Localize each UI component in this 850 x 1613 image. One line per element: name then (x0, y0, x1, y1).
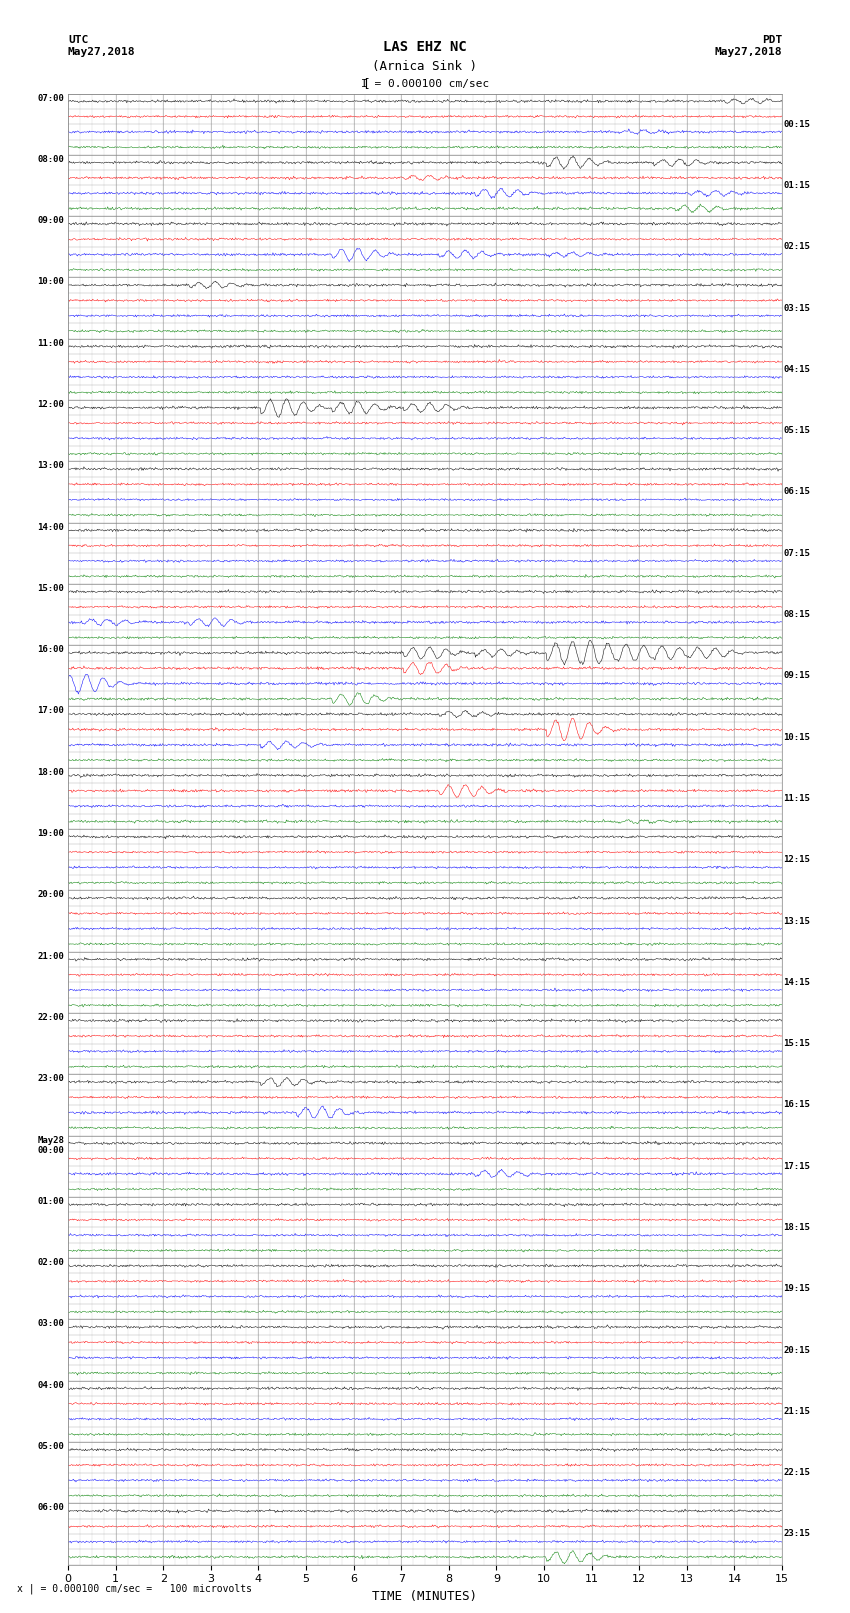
Text: 07:15: 07:15 (784, 548, 810, 558)
Text: 18:00: 18:00 (37, 768, 65, 777)
Text: 23:00: 23:00 (37, 1074, 65, 1084)
Text: 13:00: 13:00 (37, 461, 65, 471)
Text: 22:00: 22:00 (37, 1013, 65, 1023)
Text: 11:15: 11:15 (784, 794, 810, 803)
Text: 08:15: 08:15 (784, 610, 810, 619)
Text: 10:00: 10:00 (37, 277, 65, 287)
Text: 17:00: 17:00 (37, 706, 65, 716)
Text: 04:15: 04:15 (784, 365, 810, 374)
Text: 19:00: 19:00 (37, 829, 65, 839)
Text: 20:00: 20:00 (37, 890, 65, 900)
Text: 16:15: 16:15 (784, 1100, 810, 1110)
Text: 15:15: 15:15 (784, 1039, 810, 1048)
Text: (Arnica Sink ): (Arnica Sink ) (372, 60, 478, 73)
Text: 02:00: 02:00 (37, 1258, 65, 1268)
Text: 23:15: 23:15 (784, 1529, 810, 1539)
Text: LAS EHZ NC: LAS EHZ NC (383, 40, 467, 55)
Text: 03:00: 03:00 (37, 1319, 65, 1329)
Text: 00:15: 00:15 (784, 119, 810, 129)
Text: May28
00:00: May28 00:00 (37, 1136, 65, 1155)
Text: 15:00: 15:00 (37, 584, 65, 594)
Text: [: [ (362, 77, 369, 90)
Text: 07:00: 07:00 (37, 94, 65, 103)
Text: 01:00: 01:00 (37, 1197, 65, 1207)
Text: UTC
May27,2018: UTC May27,2018 (68, 35, 135, 56)
Text: 19:15: 19:15 (784, 1284, 810, 1294)
Text: 06:00: 06:00 (37, 1503, 65, 1513)
Text: 20:15: 20:15 (784, 1345, 810, 1355)
Text: 17:15: 17:15 (784, 1161, 810, 1171)
Text: 13:15: 13:15 (784, 916, 810, 926)
Text: 11:00: 11:00 (37, 339, 65, 348)
Text: x | = 0.000100 cm/sec =   100 microvolts: x | = 0.000100 cm/sec = 100 microvolts (17, 1582, 252, 1594)
Text: 06:15: 06:15 (784, 487, 810, 497)
Text: 22:15: 22:15 (784, 1468, 810, 1478)
Text: 08:00: 08:00 (37, 155, 65, 165)
Text: 10:15: 10:15 (784, 732, 810, 742)
Text: 03:15: 03:15 (784, 303, 810, 313)
Text: I = 0.000100 cm/sec: I = 0.000100 cm/sec (361, 79, 489, 89)
X-axis label: TIME (MINUTES): TIME (MINUTES) (372, 1590, 478, 1603)
Text: 21:15: 21:15 (784, 1407, 810, 1416)
Text: 02:15: 02:15 (784, 242, 810, 252)
Text: 12:00: 12:00 (37, 400, 65, 410)
Text: 04:00: 04:00 (37, 1381, 65, 1390)
Text: 14:00: 14:00 (37, 523, 65, 532)
Text: 09:15: 09:15 (784, 671, 810, 681)
Text: 01:15: 01:15 (784, 181, 810, 190)
Text: 16:00: 16:00 (37, 645, 65, 655)
Text: 18:15: 18:15 (784, 1223, 810, 1232)
Text: 05:15: 05:15 (784, 426, 810, 436)
Text: PDT
May27,2018: PDT May27,2018 (715, 35, 782, 56)
Text: 21:00: 21:00 (37, 952, 65, 961)
Text: 12:15: 12:15 (784, 855, 810, 865)
Text: 09:00: 09:00 (37, 216, 65, 226)
Text: 05:00: 05:00 (37, 1442, 65, 1452)
Text: 14:15: 14:15 (784, 977, 810, 987)
